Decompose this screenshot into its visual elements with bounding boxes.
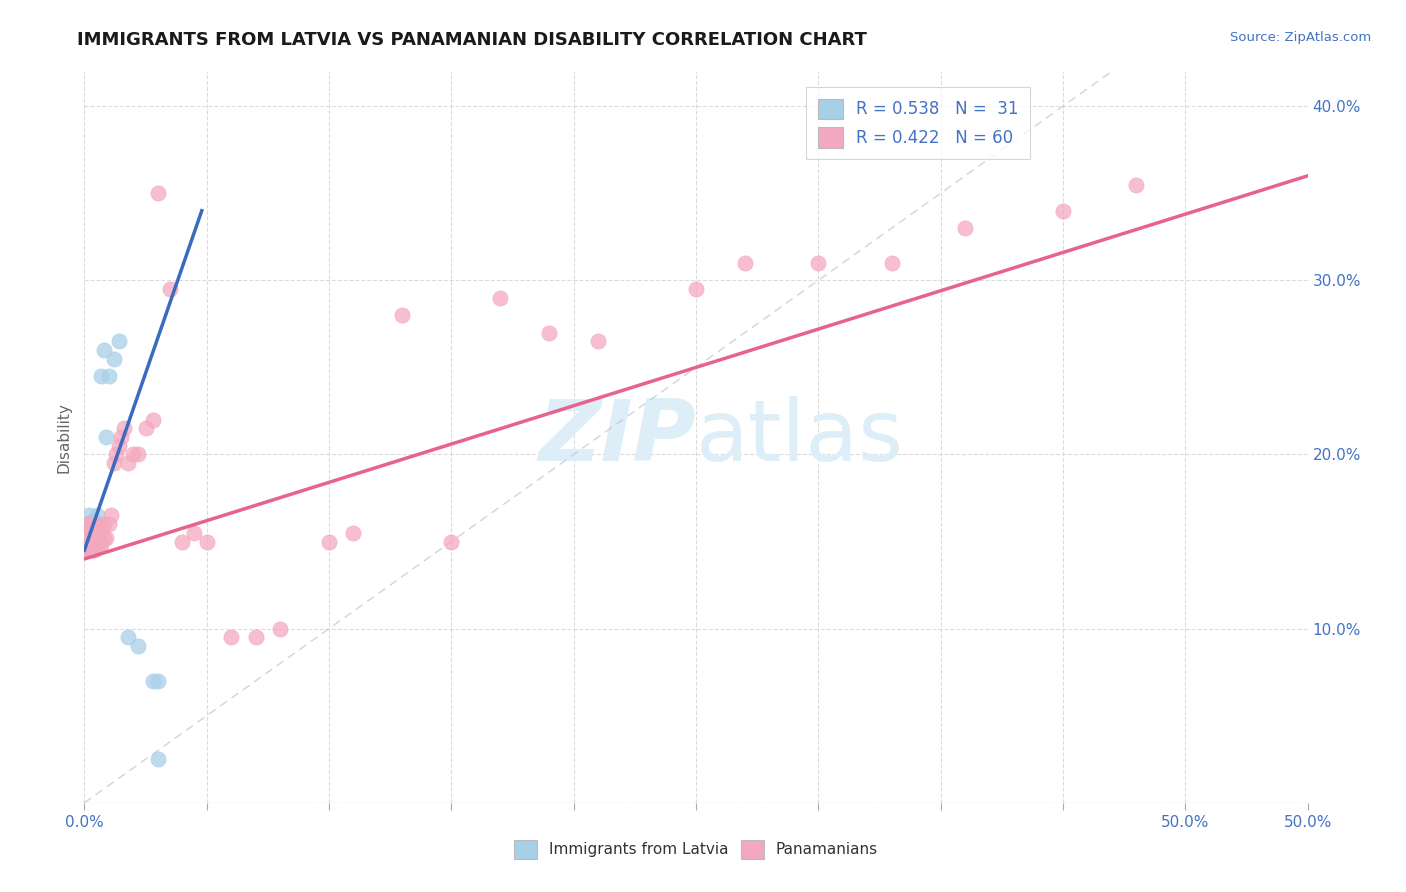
Point (83, 531, 105, 545)
Point (77, 534, 100, 549)
Point (127, 639, 149, 653)
Point (80, 514, 103, 528)
Point (80, 531, 103, 545)
Point (90, 369, 112, 384)
Point (103, 351, 125, 366)
Point (97, 369, 120, 384)
Point (489, 291, 512, 305)
Point (93, 517, 115, 532)
Point (77, 508, 100, 523)
Point (269, 622, 291, 636)
Point (80, 531, 103, 545)
Point (807, 256, 830, 270)
Point (86, 538, 108, 552)
Point (1125, 178, 1147, 192)
Point (440, 534, 463, 549)
Point (112, 421, 135, 435)
Point (87, 538, 110, 552)
Point (195, 534, 218, 549)
Point (80, 543, 103, 558)
Point (90, 538, 112, 552)
Point (77, 543, 100, 558)
Point (734, 256, 756, 270)
Point (318, 534, 340, 549)
Legend: Immigrants from Latvia, Panamanians: Immigrants from Latvia, Panamanians (508, 834, 884, 864)
Point (183, 525, 205, 540)
Point (76, 534, 98, 549)
Point (953, 221, 976, 235)
Point (107, 439, 129, 453)
Point (80, 538, 103, 552)
Point (77, 543, 100, 558)
Point (77, 525, 100, 540)
Point (83, 517, 105, 532)
Point (135, 421, 157, 435)
Point (76, 534, 98, 549)
Point (142, 412, 165, 426)
Y-axis label: Disability: Disability (56, 401, 72, 473)
Point (86, 534, 108, 549)
Point (107, 334, 129, 349)
Point (93, 531, 115, 545)
Point (86, 521, 108, 535)
Point (76, 525, 98, 540)
Point (172, 534, 194, 549)
Point (538, 326, 561, 340)
Point (93, 343, 115, 357)
Point (86, 521, 108, 535)
Point (97, 517, 120, 532)
Point (391, 308, 413, 322)
Point (245, 631, 267, 645)
Point (146, 752, 169, 766)
Point (127, 448, 149, 462)
Text: Source: ZipAtlas.com: Source: ZipAtlas.com (1230, 31, 1371, 45)
Point (1052, 203, 1074, 218)
Point (80, 521, 103, 535)
Point (96, 430, 118, 444)
Point (103, 456, 125, 470)
Point (77, 517, 100, 532)
Point (122, 448, 145, 462)
Point (90, 521, 112, 535)
Point (76, 517, 98, 532)
Point (159, 282, 181, 296)
Point (110, 430, 132, 444)
Point (100, 508, 122, 523)
Point (142, 673, 165, 688)
Point (83, 525, 105, 540)
Point (83, 543, 105, 558)
Point (77, 525, 100, 540)
Point (342, 525, 364, 540)
Point (76, 517, 98, 532)
Point (83, 538, 105, 552)
Text: ZIP: ZIP (538, 395, 696, 479)
Point (146, 186, 169, 201)
Point (76, 543, 98, 558)
Point (83, 514, 105, 528)
Text: atlas: atlas (696, 395, 904, 479)
Point (80, 538, 103, 552)
Point (86, 508, 108, 523)
Point (586, 334, 609, 349)
Point (219, 631, 242, 645)
Point (77, 534, 100, 549)
Point (77, 517, 100, 532)
Point (80, 521, 103, 535)
Point (880, 256, 903, 270)
Point (86, 531, 108, 545)
Point (87, 525, 110, 540)
Point (76, 525, 98, 540)
Point (87, 517, 110, 532)
Point (685, 282, 707, 296)
Point (96, 531, 118, 545)
Point (146, 673, 169, 688)
Point (117, 631, 139, 645)
Point (83, 538, 105, 552)
Point (87, 531, 110, 545)
Point (117, 456, 139, 470)
Text: IMMIGRANTS FROM LATVIA VS PANAMANIAN DISABILITY CORRELATION CHART: IMMIGRANTS FROM LATVIA VS PANAMANIAN DIS… (77, 31, 868, 49)
Point (105, 448, 128, 462)
